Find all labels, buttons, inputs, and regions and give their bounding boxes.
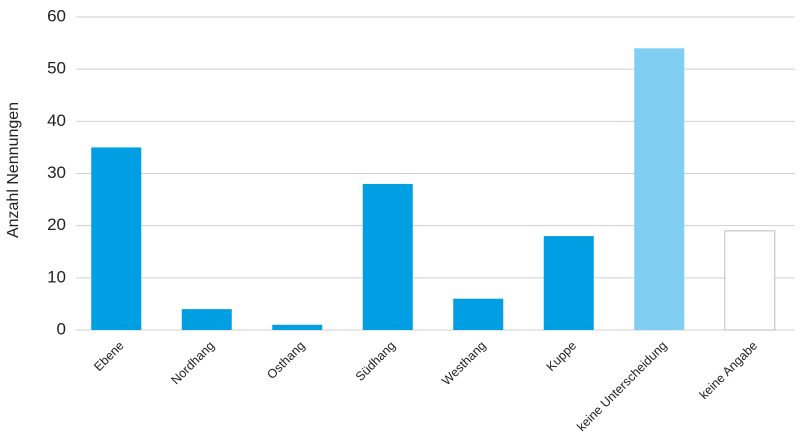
bar <box>181 309 232 330</box>
bar <box>453 298 504 330</box>
bar <box>362 183 413 330</box>
bar <box>272 324 323 330</box>
y-tick-label: 10 <box>47 267 66 286</box>
x-tick-label: Westhang <box>439 339 489 389</box>
bar <box>91 147 142 330</box>
y-tick-label: 60 <box>47 6 66 25</box>
y-tick-label: 20 <box>47 215 66 234</box>
x-tick-label: Südhang <box>353 339 398 384</box>
bar <box>634 48 685 331</box>
x-tick-label: Osthang <box>264 339 307 382</box>
x-tick-label: keine Unterscheidung <box>574 339 669 434</box>
bar <box>543 236 594 330</box>
y-axis-label: Anzahl Nennungen <box>5 102 22 238</box>
x-tick-label: Kuppe <box>544 339 579 374</box>
y-tick-label: 40 <box>47 111 66 130</box>
x-tick-label: Ebene <box>91 339 126 374</box>
x-tick-label: keine Angabe <box>697 339 761 403</box>
y-tick-label: 30 <box>47 163 66 182</box>
bar <box>724 230 776 331</box>
y-tick-label: 50 <box>47 59 66 78</box>
y-tick-label: 0 <box>57 319 66 338</box>
x-tick-label: Nordhang <box>168 339 217 388</box>
